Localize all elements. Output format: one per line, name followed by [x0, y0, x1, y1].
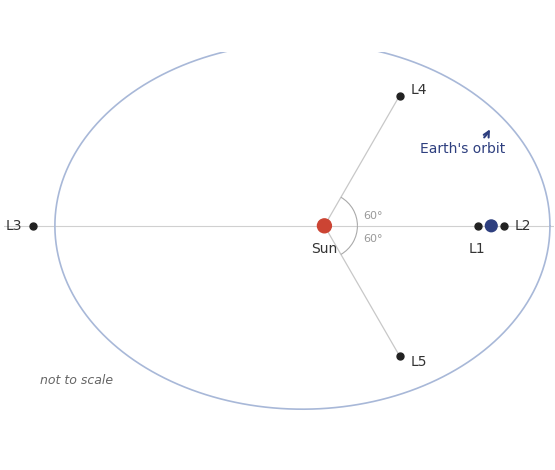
Text: Sun: Sun [311, 243, 337, 256]
Circle shape [486, 220, 497, 232]
Text: 60°: 60° [363, 211, 382, 221]
Text: L1: L1 [468, 243, 485, 256]
Text: L4: L4 [411, 83, 427, 97]
Text: not to scale: not to scale [40, 374, 113, 387]
Text: Earth's orbit: Earth's orbit [420, 131, 505, 156]
Text: L3: L3 [6, 219, 22, 233]
Circle shape [317, 219, 331, 233]
Text: L2: L2 [515, 219, 532, 233]
Text: 60°: 60° [363, 234, 382, 243]
Text: L5: L5 [411, 354, 427, 368]
